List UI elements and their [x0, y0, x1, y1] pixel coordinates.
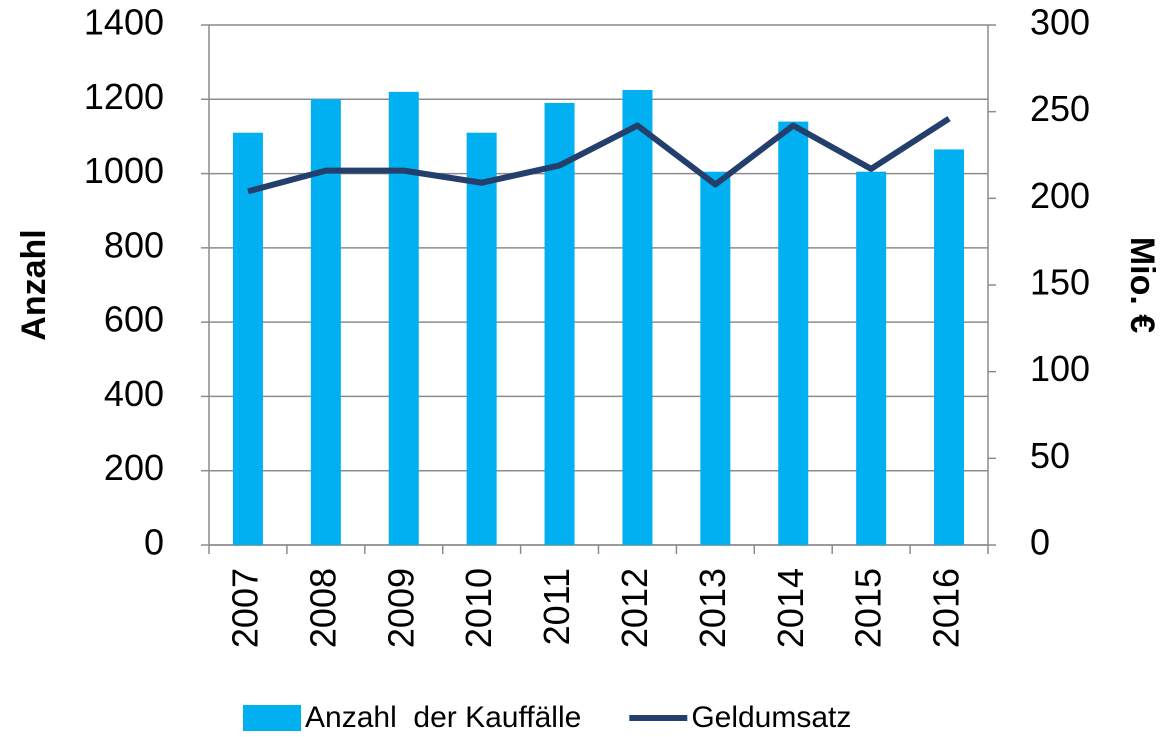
- x-tick-label: 2010: [458, 568, 499, 648]
- bar: [856, 171, 887, 545]
- y-tick-label: 600: [104, 299, 164, 340]
- y-axis-title: Anzahl: [15, 229, 53, 340]
- bar: [934, 149, 965, 545]
- y-tick-label: 400: [104, 373, 164, 414]
- x-tick-label: 2009: [380, 568, 421, 648]
- y-tick-label: 1000: [84, 150, 164, 191]
- y-tick-label: 0: [144, 522, 164, 563]
- line: [247, 116, 951, 195]
- legend-swatch: [243, 705, 301, 731]
- y-tick-label: 1400: [84, 2, 164, 43]
- x-tick-label: 2012: [614, 568, 655, 648]
- x-tick-label: 2008: [302, 568, 343, 648]
- y2-tick-label: 150: [1030, 262, 1090, 303]
- bar: [232, 132, 263, 545]
- y-tick-label: 200: [104, 447, 164, 488]
- y2-tick-label: 200: [1030, 175, 1090, 216]
- y2-tick-label: 50: [1030, 435, 1070, 476]
- x-tick-label: 2016: [926, 568, 967, 648]
- bar: [700, 171, 731, 545]
- x-tick-label: 2015: [848, 568, 889, 648]
- bar: [622, 90, 653, 545]
- y2-axis-title: Mio. €: [1123, 237, 1161, 333]
- x-tick-label: 2011: [536, 568, 577, 645]
- bar: [466, 132, 497, 545]
- bar: [778, 121, 809, 546]
- x-tick-label: 2007: [224, 568, 265, 648]
- bar: [388, 91, 419, 545]
- y2-tick-label: 300: [1030, 2, 1090, 43]
- legend-label: Anzahl der Kauffälle: [305, 701, 581, 734]
- x-tick-label: 2013: [692, 568, 733, 648]
- x-tick-label: 2014: [770, 568, 811, 648]
- y2-tick-label: 100: [1030, 348, 1090, 389]
- y-tick-label: 1200: [84, 76, 164, 117]
- y2-tick-label: 0: [1030, 522, 1050, 563]
- bar: [544, 103, 575, 545]
- y-tick-label: 800: [104, 224, 164, 265]
- bar: [310, 99, 341, 546]
- legend-label: Geldumsatz: [691, 701, 851, 734]
- y2-tick-label: 250: [1030, 88, 1090, 129]
